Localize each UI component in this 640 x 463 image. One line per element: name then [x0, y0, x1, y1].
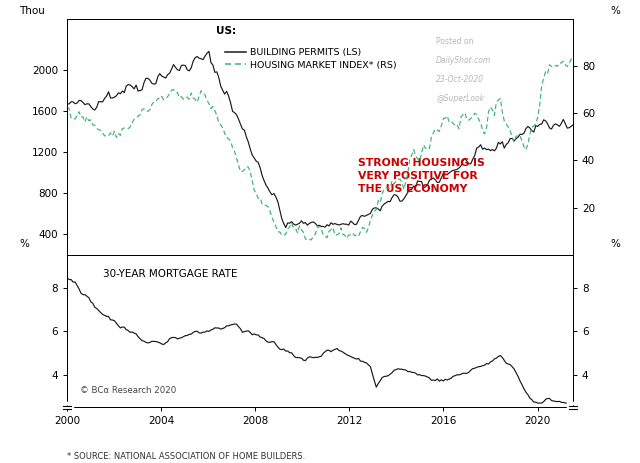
- Text: 23-Oct-2020: 23-Oct-2020: [436, 75, 484, 84]
- Text: 30-YEAR MORTGAGE RATE: 30-YEAR MORTGAGE RATE: [102, 269, 237, 279]
- Text: Posted on: Posted on: [436, 38, 474, 46]
- Text: * SOURCE: NATIONAL ASSOCIATION OF HOME BUILDERS.: * SOURCE: NATIONAL ASSOCIATION OF HOME B…: [67, 452, 305, 461]
- Text: %: %: [611, 239, 621, 249]
- Text: Thou: Thou: [19, 6, 45, 16]
- Text: STRONG HOUSING IS
VERY POSITIVE FOR
THE US ECONOMY: STRONG HOUSING IS VERY POSITIVE FOR THE …: [358, 158, 484, 194]
- Text: @SuperLook: @SuperLook: [436, 94, 484, 103]
- Text: %: %: [19, 239, 29, 249]
- Text: DailyShot.com: DailyShot.com: [436, 56, 492, 65]
- Text: US:: US:: [216, 25, 236, 36]
- Text: %: %: [611, 6, 621, 16]
- Text: © BCα Research 2020: © BCα Research 2020: [80, 386, 176, 395]
- Legend: BUILDING PERMITS (LS), HOUSING MARKET INDEX* (RS): BUILDING PERMITS (LS), HOUSING MARKET IN…: [221, 44, 401, 73]
